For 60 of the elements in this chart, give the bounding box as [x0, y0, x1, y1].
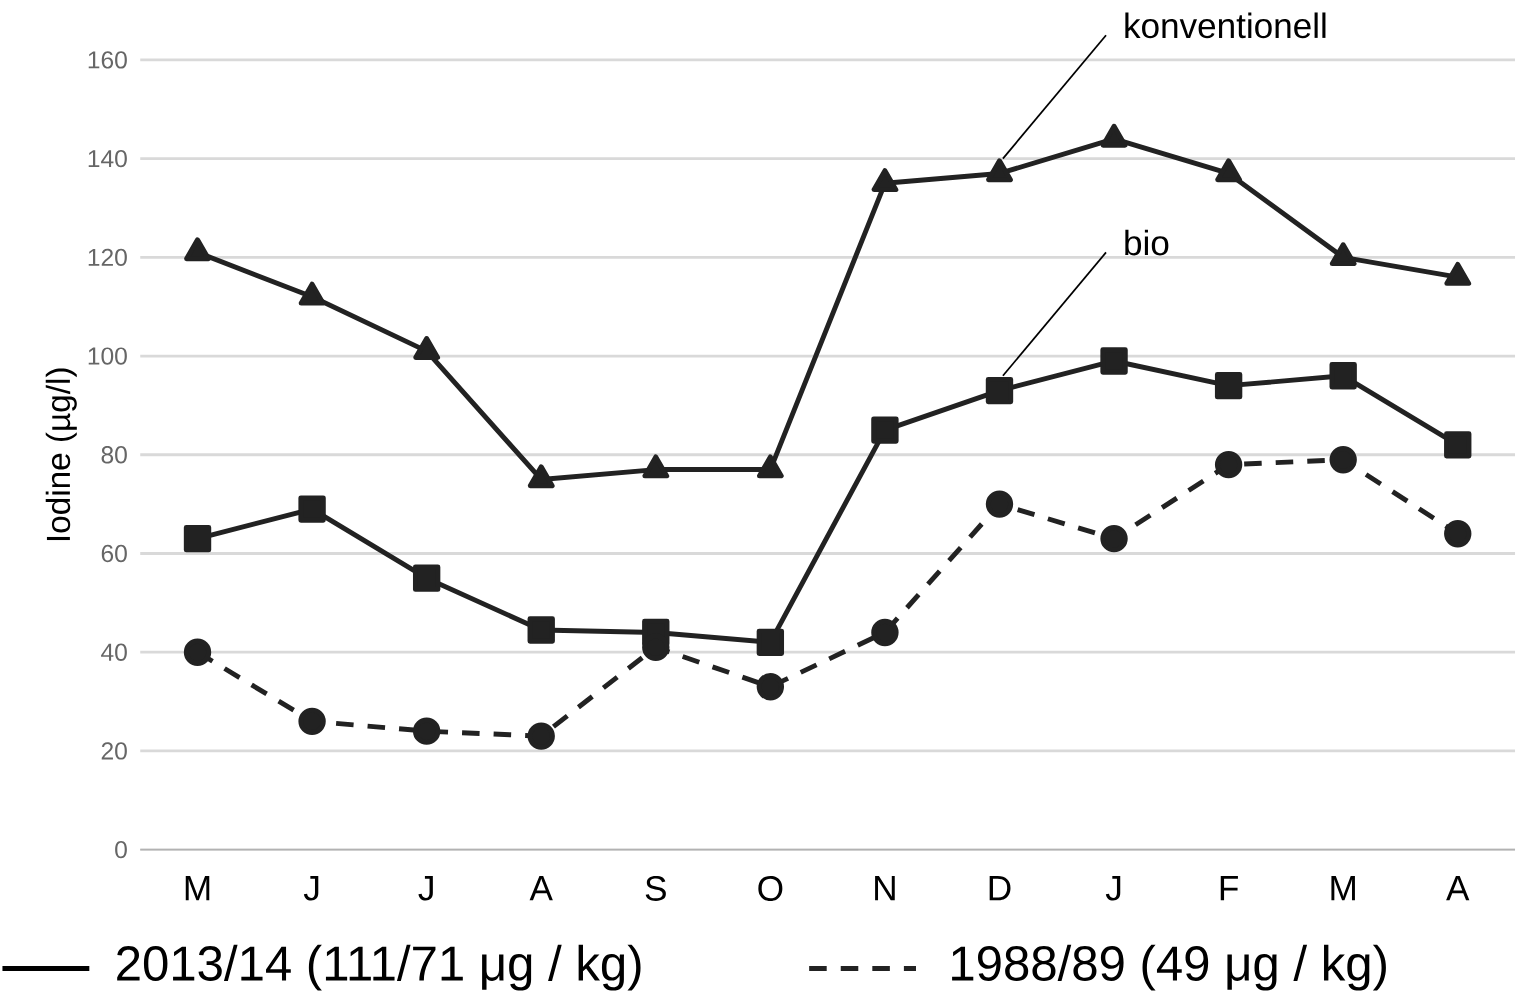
point: [1214, 450, 1243, 479]
x-tick-label: O: [758, 875, 783, 901]
point: [298, 281, 326, 306]
point: [1444, 431, 1472, 459]
x-tick-label: M: [1331, 875, 1355, 901]
x-tick-label: J: [303, 875, 319, 901]
point: [756, 454, 784, 479]
y-tick-label: 80: [101, 445, 127, 464]
point: [985, 490, 1014, 518]
point: [527, 722, 555, 750]
point: [412, 564, 441, 592]
point: [1329, 361, 1357, 390]
y-tick-label: 20: [101, 742, 127, 760]
legend-label: 1988/89 (49 μg / kg): [952, 944, 1386, 991]
point: [986, 158, 1013, 183]
y-tick-label: 120: [88, 248, 127, 266]
point: [871, 618, 899, 646]
point: [642, 454, 670, 479]
text: konventionell: [1125, 12, 1326, 39]
point: [985, 376, 1014, 405]
point: [1444, 519, 1472, 548]
x-tick-label: A: [1446, 875, 1470, 901]
point: [412, 717, 441, 745]
x-tick-label: F: [1220, 875, 1238, 901]
y-tick-label: 100: [88, 347, 127, 365]
x-tick-label: A: [529, 875, 553, 901]
point: [413, 335, 441, 360]
point: [871, 168, 899, 192]
y-axis-title: Iodine (µg/l): [45, 368, 77, 540]
y-tick-label: 40: [101, 643, 127, 661]
point: [1100, 123, 1128, 148]
x-tick-label: D: [989, 875, 1011, 901]
point: [1329, 242, 1357, 266]
y-tick-label: 140: [88, 149, 127, 168]
x-tick-label: N: [875, 875, 895, 901]
text: bio: [1125, 229, 1169, 256]
point: [184, 237, 211, 262]
point: [756, 628, 785, 656]
y-tick-label: 0: [115, 840, 127, 859]
x-tick-label: S: [645, 875, 666, 901]
point: [183, 524, 212, 553]
text: 2013/14 (111/71 μg / kg): [117, 944, 641, 991]
x-tick-label: M: [185, 875, 210, 901]
point: [1214, 371, 1243, 400]
point: [298, 495, 326, 523]
x-tick-label: J: [1105, 875, 1121, 901]
point: [1100, 524, 1128, 553]
point: [1329, 445, 1357, 474]
x-tick-label: J: [418, 875, 433, 901]
point: [1444, 261, 1472, 286]
point: [871, 416, 899, 444]
point: [1215, 158, 1243, 183]
point: [756, 672, 785, 701]
point: [527, 616, 555, 644]
y-tick-label: 160: [88, 51, 127, 69]
point: [183, 638, 212, 666]
point: [298, 707, 326, 735]
point: [1100, 347, 1128, 375]
y-tick-label: 60: [101, 544, 127, 563]
point: [527, 464, 555, 489]
